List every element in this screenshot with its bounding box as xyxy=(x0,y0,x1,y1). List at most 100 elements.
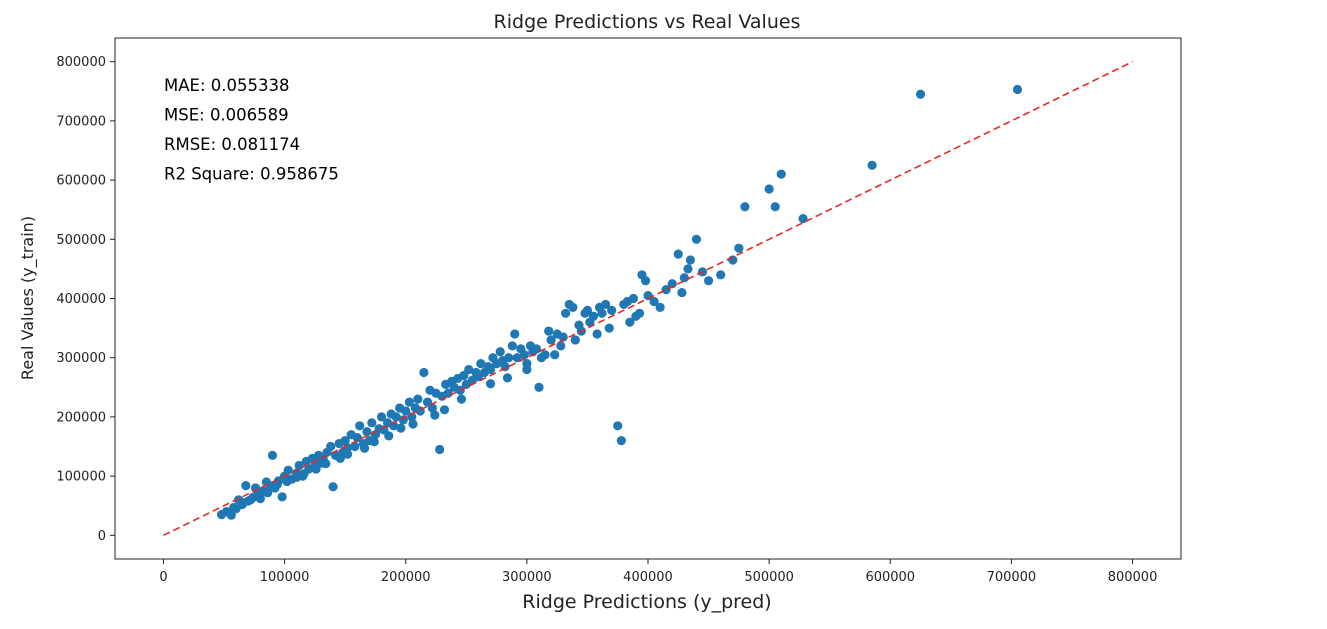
scatter-point xyxy=(255,488,265,498)
scatter-point xyxy=(798,213,808,224)
scatter-point xyxy=(867,160,877,170)
scatter-point xyxy=(634,308,645,318)
scatter-point xyxy=(485,364,496,375)
scatter-point xyxy=(396,423,406,433)
scatter-point xyxy=(456,394,467,404)
scatter-point xyxy=(507,341,517,351)
metric-label: RMSE: 0.081174 xyxy=(164,135,300,154)
scatter-point xyxy=(335,453,345,463)
scatter-point xyxy=(683,264,693,274)
y-tick-label: 700000 xyxy=(56,114,106,129)
x-axis-label: Ridge Predictions (y_pred) xyxy=(522,591,771,613)
scatter-point xyxy=(427,403,437,413)
x-tick-label: 200000 xyxy=(381,570,431,585)
scatter-point xyxy=(282,476,292,487)
x-tick-label: 500000 xyxy=(744,570,794,585)
scatter-point xyxy=(476,359,486,369)
scatter-point xyxy=(550,350,560,360)
scatter-point xyxy=(592,329,602,339)
scatter-point xyxy=(294,460,304,471)
chart-title: Ridge Predictions vs Real Values xyxy=(494,11,801,33)
scatter-point xyxy=(283,465,293,475)
scatter-point xyxy=(404,397,414,407)
scatter-point xyxy=(328,482,338,492)
scatter-point xyxy=(321,459,331,469)
scatter-point xyxy=(464,364,474,375)
scatter-point xyxy=(326,441,336,452)
scatter-point xyxy=(246,495,256,505)
scatter-point xyxy=(677,287,687,298)
scatter-point xyxy=(369,437,379,447)
scatter-point xyxy=(407,412,417,422)
scatter-point xyxy=(362,427,372,437)
scatter-point xyxy=(582,305,593,315)
scatter-point xyxy=(384,431,394,441)
y-tick-label: 100000 xyxy=(56,470,106,485)
metric-label: MAE: 0.055338 xyxy=(164,76,289,95)
scatter-point xyxy=(597,308,607,318)
scatter-point xyxy=(546,335,556,345)
scatter-point xyxy=(229,502,239,513)
scatter-point xyxy=(391,412,401,422)
x-tick-label: 800000 xyxy=(1108,570,1158,585)
scatter-point xyxy=(435,444,445,455)
scatter-point xyxy=(277,492,287,502)
scatter-point xyxy=(340,435,350,446)
scatter-point xyxy=(342,449,353,459)
y-tick-label: 600000 xyxy=(56,174,106,189)
scatter-point xyxy=(556,341,566,351)
scatter-point xyxy=(1012,84,1023,95)
scatter-point xyxy=(673,249,683,259)
scatter-point xyxy=(504,353,514,363)
y-tick-label: 200000 xyxy=(56,410,106,425)
scatter-point xyxy=(522,364,532,375)
scatter-point xyxy=(534,382,544,392)
scatter-point xyxy=(691,234,702,244)
scatter-point xyxy=(776,169,786,179)
reference-line xyxy=(163,60,1133,537)
scatter-point xyxy=(502,373,513,383)
y-tick-label: 0 xyxy=(98,529,106,544)
scatter-point xyxy=(544,326,554,336)
scatter-point xyxy=(510,329,520,339)
scatter-point xyxy=(495,347,505,357)
scatter-point xyxy=(613,421,623,431)
scatter-point xyxy=(292,472,302,482)
scatter-point xyxy=(238,498,248,508)
scatter-point xyxy=(311,464,321,474)
x-tick-label: 400000 xyxy=(623,570,673,585)
scatter-point xyxy=(628,293,639,304)
scatter-point xyxy=(703,276,714,286)
scatter-point xyxy=(359,443,370,453)
x-tick-label: 0 xyxy=(159,570,167,585)
metrics-annotation: MAE: 0.055338 MSE: 0.006589 RMSE: 0.081174… xyxy=(164,76,339,184)
scatter-point xyxy=(685,255,696,265)
scatter-point xyxy=(413,394,423,404)
y-tick-label: 500000 xyxy=(56,233,106,248)
scatter-point xyxy=(512,353,522,363)
plot-area xyxy=(114,37,1182,560)
scatter-point xyxy=(430,410,440,420)
scatter-point xyxy=(558,332,568,342)
scatter-point xyxy=(764,184,774,194)
x-axis-ticks: 0 100000 200000 300000 400000 500000 600000 700… xyxy=(159,559,1157,585)
scatter-point xyxy=(679,273,689,283)
scatter-point xyxy=(350,441,360,452)
scatter-point xyxy=(649,296,659,307)
scatter-point xyxy=(485,379,496,389)
y-axis-ticks: 0 100000 200000 300000 400000 500000 600000 700… xyxy=(56,55,115,544)
scatter-point xyxy=(376,412,387,422)
scatter-point xyxy=(667,279,677,289)
scatter-point xyxy=(226,510,236,520)
scatter-point xyxy=(655,302,665,312)
y-axis-label: Real Values (y_train) xyxy=(18,216,38,380)
scatter-point xyxy=(342,443,353,453)
scatter-point xyxy=(519,350,530,360)
y-tick-label: 300000 xyxy=(56,351,106,366)
scatter-point xyxy=(640,276,651,286)
scatter-point xyxy=(401,406,411,416)
metric-label: MSE: 0.006589 xyxy=(164,106,289,125)
scatter-point xyxy=(263,488,273,498)
metric-label: R2 Square: 0.958675 xyxy=(164,165,339,184)
